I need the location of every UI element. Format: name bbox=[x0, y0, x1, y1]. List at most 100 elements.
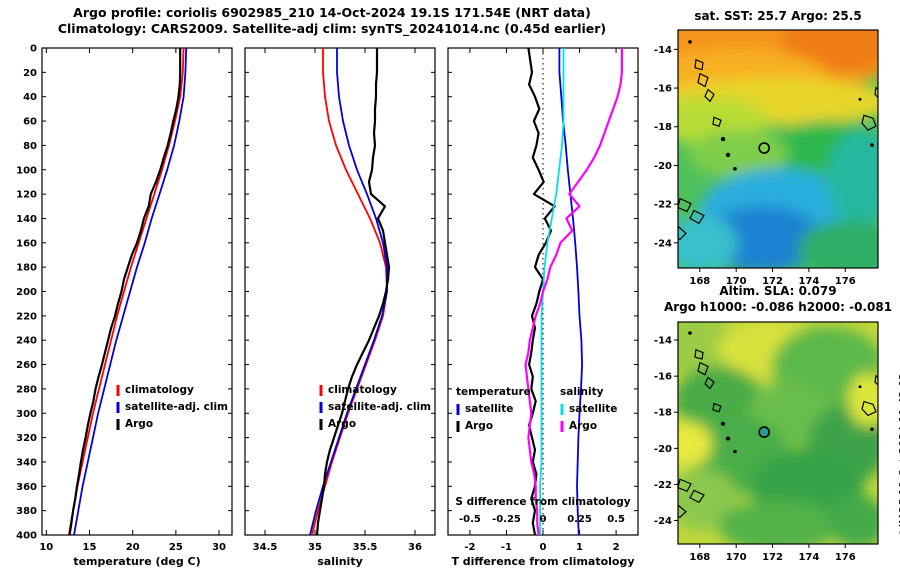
depth-tick-label: 100 bbox=[16, 165, 37, 176]
map-sla: 168 170 172 174 176 -14 -16 -18 -20 -22 -24 bbox=[654, 321, 879, 563]
x-tick-label: 0 bbox=[540, 542, 547, 553]
sla-map-title-line1: Altim. SLA: 0.079 bbox=[719, 284, 837, 298]
coastlines bbox=[678, 40, 878, 239]
lon-tick-label: 174 bbox=[798, 552, 819, 563]
legend-label: Argo bbox=[125, 418, 153, 430]
profile-line-argo bbox=[68, 48, 182, 535]
x-tick-label: 15 bbox=[83, 542, 97, 553]
legend-header: salinity bbox=[560, 386, 604, 398]
lon-tick-label: 176 bbox=[835, 552, 856, 563]
figure-title-line2: Climatology: CARS2009. Satellite-adj cli… bbox=[57, 21, 607, 36]
x-axis-label: salinity bbox=[317, 555, 363, 568]
lat-tick-label: -16 bbox=[654, 84, 672, 95]
axes: 0 20 40 60 80 100 120 140 160 180 200 220 240 260 280 3… bbox=[16, 44, 233, 568]
depth-tick-label: 220 bbox=[16, 311, 37, 322]
lon-tick-label: 168 bbox=[689, 552, 710, 563]
depth-tick-label: 200 bbox=[16, 287, 37, 298]
lat-tick-label: -22 bbox=[654, 480, 672, 491]
x-tick-label: 35 bbox=[308, 542, 322, 553]
lon-tick-label: 172 bbox=[762, 552, 783, 563]
x-tick-label: 25 bbox=[169, 542, 183, 553]
s-tick-label: 0.5 bbox=[607, 514, 625, 525]
s-tick-label: -0.25 bbox=[492, 514, 521, 525]
depth-tick-label: 140 bbox=[16, 214, 37, 225]
legend-label: Argo bbox=[465, 420, 493, 432]
profile-line-argo bbox=[315, 48, 391, 535]
depth-tick-label: 320 bbox=[16, 433, 37, 444]
lon-tick-label: 172 bbox=[762, 276, 783, 287]
depth-tick-label: 300 bbox=[16, 409, 37, 420]
depth-tick-label: 160 bbox=[16, 238, 37, 249]
s-difference-axis: S difference from climatology -0.5 -0.25 0 0… bbox=[455, 496, 630, 525]
depth-tick-label: 180 bbox=[16, 263, 37, 274]
lon-tick-label: 174 bbox=[798, 276, 819, 287]
lon-tick-label: 170 bbox=[726, 552, 747, 563]
legend-label: Argo bbox=[328, 418, 356, 430]
x-axis-label: temperature (deg C) bbox=[73, 555, 200, 568]
lon-tick-label: 170 bbox=[726, 276, 747, 287]
depth-tick-label: 380 bbox=[16, 506, 37, 517]
panel-temperature: 0 20 40 60 80 100 120 140 160 180 200 220 240 260 280 3… bbox=[16, 44, 233, 568]
axes: 34.5 35 35.5 36 salinity bbox=[244, 47, 436, 568]
depth-tick-label: 400 bbox=[16, 531, 37, 542]
depth-tick-label: 80 bbox=[23, 141, 37, 152]
x-tick-label: 20 bbox=[126, 542, 140, 553]
lat-tick-label: -16 bbox=[654, 372, 672, 383]
legend-label: satellite bbox=[465, 403, 513, 415]
legend-header: temperature bbox=[456, 386, 531, 398]
legend: temperature satellite Argo salinity satellit… bbox=[456, 386, 617, 432]
axes: -2 -1 0 1 2 T difference from climatology bbox=[447, 47, 639, 568]
depth-tick-label: 40 bbox=[23, 92, 37, 103]
sla-map-title-line2: Argo h1000: -0.086 h2000: -0.081 bbox=[663, 300, 893, 314]
legend-label: climatology bbox=[328, 384, 397, 396]
legend-label: satellite-adj. clim bbox=[125, 401, 228, 413]
depth-tick-label: 60 bbox=[23, 117, 37, 128]
argo-float-marker bbox=[758, 426, 770, 438]
x-tick-label: 36 bbox=[408, 542, 422, 553]
x-tick-label: 2 bbox=[613, 542, 620, 553]
map-axes: 168 170 172 174 176 -14 -16 -18 -20 -22 -24 bbox=[654, 321, 879, 563]
lon-tick-label: 176 bbox=[835, 276, 856, 287]
lat-tick-label: -14 bbox=[654, 336, 672, 347]
x-tick-label: -1 bbox=[501, 542, 512, 553]
legend-label: climatology bbox=[125, 384, 194, 396]
profile-line-climatology bbox=[67, 48, 185, 535]
depth-tick-label: 20 bbox=[23, 68, 37, 79]
lat-tick-label: -18 bbox=[654, 408, 672, 419]
depth-tick-label: 340 bbox=[16, 457, 37, 468]
lon-tick-label: 168 bbox=[689, 276, 710, 287]
depth-tick-label: 260 bbox=[16, 360, 37, 371]
x-tick-label: 1 bbox=[576, 542, 583, 553]
s-tick-label: 0.25 bbox=[567, 514, 592, 525]
x-axis-label: T difference from climatology bbox=[451, 555, 634, 568]
lat-tick-label: -20 bbox=[654, 161, 672, 172]
profile-line-satellite-adj-clim bbox=[73, 48, 188, 535]
s-axis-label: S difference from climatology bbox=[455, 496, 630, 508]
sst-map-title: sat. SST: 25.7 Argo: 25.5 bbox=[694, 9, 862, 23]
x-tick-label: 35.5 bbox=[353, 542, 378, 553]
legend: climatology satellite-adj. clim Argo bbox=[116, 384, 228, 430]
s-tick-label: 0 bbox=[540, 514, 547, 525]
x-tick-label: -2 bbox=[464, 542, 475, 553]
x-tick-label: 34.5 bbox=[253, 542, 278, 553]
depth-tick-label: 0 bbox=[30, 44, 37, 55]
legend-label: satellite-adj. clim bbox=[328, 401, 431, 413]
depth-tick-label: 240 bbox=[16, 336, 37, 347]
lat-tick-label: -14 bbox=[654, 45, 672, 56]
profile-line-s-argo bbox=[524, 48, 624, 535]
depth-tick-label: 360 bbox=[16, 482, 37, 493]
lat-tick-label: -24 bbox=[654, 238, 672, 249]
coastlines bbox=[678, 331, 878, 517]
lat-tick-label: -18 bbox=[654, 122, 672, 133]
legend: climatology satellite-adj. clim Argo bbox=[319, 384, 431, 430]
s-tick-label: -0.5 bbox=[459, 514, 481, 525]
lat-tick-label: -20 bbox=[654, 444, 672, 455]
profile-line-t-argo bbox=[527, 48, 556, 535]
argo-float-marker bbox=[758, 142, 770, 154]
panel-difference: -2 -1 0 1 2 T difference from climatology temp… bbox=[447, 47, 639, 568]
map-sst: 168 170 172 174 176 -14 -16 -18 -20 -22 -24 bbox=[654, 29, 879, 287]
profile-line-t-satellite bbox=[558, 48, 583, 535]
panel-salinity: 34.5 35 35.5 36 salinity climatology satellite… bbox=[244, 47, 436, 568]
